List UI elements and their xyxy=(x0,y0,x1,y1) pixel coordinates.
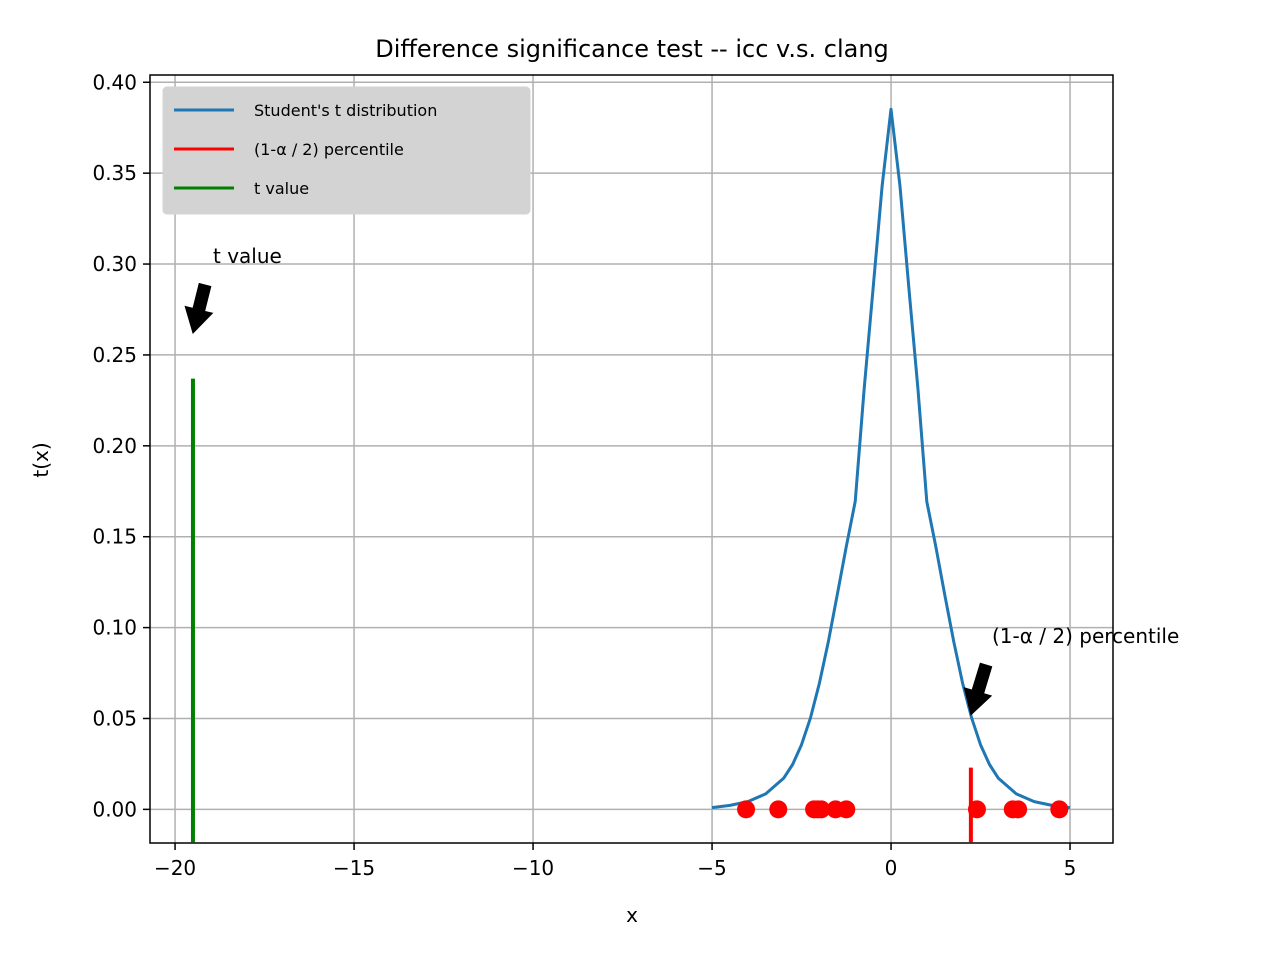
annotation-text: (1-α / 2) percentile xyxy=(992,624,1179,648)
data-point xyxy=(837,800,856,819)
x-tick-label: −15 xyxy=(333,856,375,880)
y-tick-label: 0.30 xyxy=(92,252,137,276)
annotation-arrow xyxy=(963,662,993,716)
legend-label: t value xyxy=(254,179,309,198)
data-point xyxy=(812,800,831,819)
y-tick-label: 0.35 xyxy=(92,161,137,185)
legend-box xyxy=(162,86,531,215)
y-tick-label: 0.40 xyxy=(92,70,137,94)
x-axis-label: x xyxy=(626,903,638,927)
y-axis-ticks: 0.00 0.05 0.10 0.15 0.20 0.25 0.30 0.35 0.40 xyxy=(92,70,150,821)
y-tick-label: 0.05 xyxy=(92,706,137,730)
legend-label: (1-α / 2) percentile xyxy=(254,140,404,159)
annotation-text: t value xyxy=(213,244,282,268)
x-tick-label: 5 xyxy=(1064,856,1077,880)
x-tick-label: −5 xyxy=(697,856,726,880)
x-tick-label: 0 xyxy=(885,856,898,880)
grid xyxy=(150,75,1113,843)
y-tick-label: 0.10 xyxy=(92,616,137,640)
y-axis-label: t(x) xyxy=(29,442,53,477)
data-point xyxy=(1009,800,1028,819)
y-tick-label: 0.25 xyxy=(92,343,137,367)
legend-label: Student's t distribution xyxy=(254,101,437,120)
y-tick-label: 0.20 xyxy=(92,434,137,458)
y-tick-label: 0.00 xyxy=(92,797,137,821)
data-point xyxy=(967,800,986,819)
t-distribution-curve xyxy=(711,107,1071,810)
data-point xyxy=(769,800,788,819)
legend: Student's t distribution (1-α / 2) percen… xyxy=(162,86,531,215)
points-layer xyxy=(737,800,1069,819)
annotation-arrow xyxy=(184,282,214,335)
x-tick-label: −20 xyxy=(154,856,196,880)
data-point xyxy=(737,800,756,819)
chart-title: Difference significance test -- icc v.s.… xyxy=(375,35,889,63)
x-axis-ticks: −20 −15 −10 −5 0 5 xyxy=(154,843,1076,880)
annotations: t value (1-α / 2) percentile xyxy=(184,244,1179,716)
data-point xyxy=(1050,800,1069,819)
y-tick-label: 0.15 xyxy=(92,525,137,549)
plot-frame xyxy=(149,74,1114,844)
x-tick-label: −10 xyxy=(512,856,554,880)
